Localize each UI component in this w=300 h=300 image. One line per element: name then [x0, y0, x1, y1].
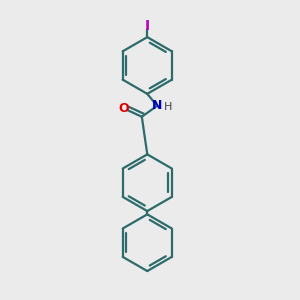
- Text: I: I: [145, 19, 150, 33]
- Text: H: H: [164, 103, 172, 112]
- Text: O: O: [118, 102, 129, 115]
- Text: N: N: [152, 99, 162, 112]
